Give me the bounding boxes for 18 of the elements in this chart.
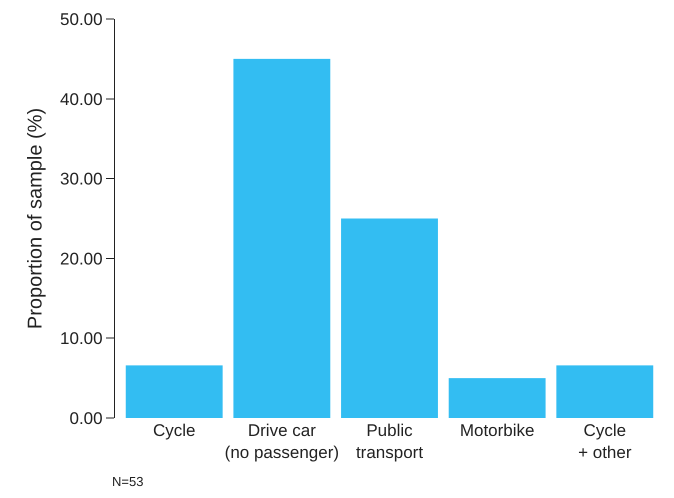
bar [341, 218, 438, 418]
y-tick-label: 50.00 [60, 10, 103, 29]
bar [126, 365, 223, 418]
y-tick-label: 30.00 [60, 170, 103, 189]
y-tick-label: 20.00 [60, 249, 103, 268]
x-tick-label: Cycle [152, 421, 196, 440]
bar [448, 378, 546, 418]
y-axis-title: Proportion of sample (%) [24, 108, 47, 330]
y-tick-label: 40.00 [60, 90, 103, 109]
y-tick-label: 10.00 [60, 329, 103, 348]
x-tick-label: Cycle + other [578, 421, 632, 462]
x-tick-label: Motorbike [460, 421, 534, 440]
text: N=53 [112, 474, 144, 489]
y-tick-label: 0.00 [70, 408, 103, 428]
bar [556, 365, 654, 418]
x-tick-label: Public transport [356, 421, 424, 462]
x-tick-label: Drive car (no passenger) [224, 421, 340, 462]
bar [233, 58, 330, 418]
